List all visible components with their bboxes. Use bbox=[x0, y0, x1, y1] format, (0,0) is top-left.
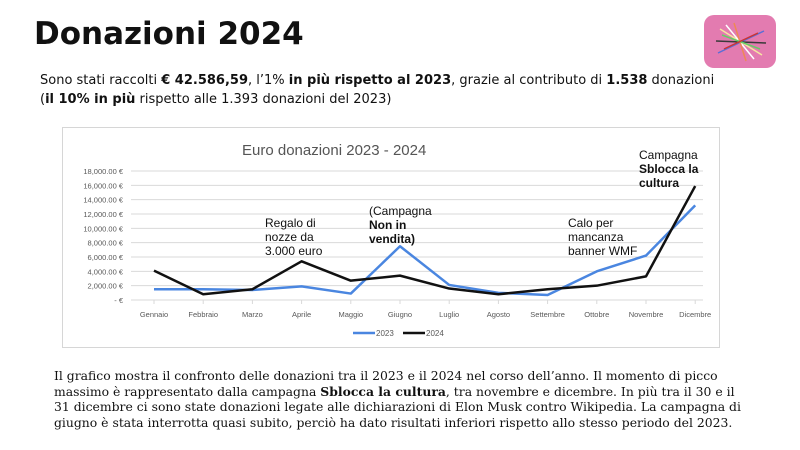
intro-paragraph: Sono stati raccolti € 42.586,59, l’1% in… bbox=[40, 71, 720, 109]
y-tick-label: 12,000.00 € bbox=[83, 210, 123, 219]
legend-label-2023: 2023 bbox=[376, 329, 394, 338]
series-line-2024 bbox=[153, 185, 697, 296]
y-tick-label: 18,000.00 € bbox=[83, 167, 123, 176]
intro-text: , l’1% bbox=[248, 73, 289, 88]
growth-text: in più rispetto al 2023 bbox=[288, 73, 452, 88]
annotation-wmf: Calo per mancanza banner WMF bbox=[568, 216, 637, 258]
mikado-sticks-icon bbox=[715, 22, 767, 62]
intro-text: Sono stati raccolti bbox=[40, 73, 162, 88]
intro-text: donazioni ( bbox=[40, 73, 715, 107]
y-tick-label: 2,000.00 € bbox=[88, 282, 124, 291]
annotation-line: 3.000 euro bbox=[265, 244, 323, 258]
x-tick-label: Luglio bbox=[439, 310, 459, 319]
annotation-line: Calo per bbox=[568, 216, 614, 230]
y-tick-label: - € bbox=[114, 296, 124, 305]
x-tick-label: Dicembre bbox=[679, 310, 711, 319]
x-tick-label: Aprile bbox=[292, 310, 311, 319]
donation-count: 1.538 bbox=[606, 73, 648, 88]
x-tick-label: Febbraio bbox=[188, 310, 218, 319]
campaign-name: Sblocca la cultura bbox=[320, 383, 446, 399]
y-tick-label: 16,000.00 € bbox=[83, 181, 123, 190]
annotation-line: Campagna bbox=[639, 148, 698, 162]
x-tick-label: Marzo bbox=[242, 310, 263, 319]
annotation-line: cultura bbox=[639, 176, 680, 190]
y-tick-label: 8,000.00 € bbox=[88, 239, 124, 248]
x-tick-label: Agosto bbox=[487, 310, 510, 319]
donation-growth: il 10% in più bbox=[45, 92, 136, 107]
annotation-line: mancanza bbox=[568, 230, 624, 244]
annotation-line: banner WMF bbox=[568, 244, 638, 258]
annotation-line: Regalo di bbox=[265, 216, 316, 230]
annotation-december: Campagna Sblocca la cultura bbox=[639, 148, 698, 190]
chart-title: Euro donazioni 2023 - 2024 bbox=[242, 142, 426, 159]
annotation-line: (Campagna bbox=[369, 204, 432, 218]
x-tick-label: Gennaio bbox=[140, 310, 168, 319]
intro-text: rispetto alle 1.393 donazioni del 2023) bbox=[135, 92, 392, 107]
description-text: , tra novembre e dicembre. In più tra il… bbox=[54, 383, 741, 430]
intro-text: , grazie al contributo di bbox=[451, 73, 607, 88]
annotation-june: (Campagna Non in vendita) bbox=[369, 204, 432, 246]
x-tick-label: Settembre bbox=[530, 310, 565, 319]
y-tick-label: 10,000.00 € bbox=[83, 224, 123, 233]
annotation-line: Sblocca la bbox=[639, 162, 699, 176]
y-tick-label: 14,000.00 € bbox=[83, 196, 123, 205]
annotation-line: vendita) bbox=[369, 232, 416, 246]
x-tick-label: Novembre bbox=[629, 310, 664, 319]
total-amount: € 42.586,59 bbox=[161, 73, 249, 88]
annotation-line: Non in bbox=[369, 218, 407, 232]
annotation-wedding: Regalo di nozze da 3.000 euro bbox=[265, 216, 322, 258]
x-tick-label: Ottobre bbox=[584, 310, 609, 319]
x-tick-label: Giugno bbox=[388, 310, 412, 319]
page-title: Donazioni 2024 bbox=[34, 16, 304, 52]
legend-label-2024: 2024 bbox=[426, 329, 444, 338]
y-tick-label: 6,000.00 € bbox=[88, 253, 124, 262]
annotation-line: nozze da bbox=[265, 230, 314, 244]
chart-container: Euro donazioni 2023 - 2024 - € 2,000.00 €… bbox=[62, 127, 720, 348]
x-tick-label: Maggio bbox=[338, 310, 363, 319]
logo-image bbox=[704, 15, 776, 68]
y-tick-label: 4,000.00 € bbox=[88, 267, 124, 276]
line-chart: Euro donazioni 2023 - 2024 - € 2,000.00 €… bbox=[83, 142, 711, 338]
description-paragraph: Il grafico mostra il confronto delle don… bbox=[54, 368, 754, 430]
description-text: Il grafico mostra il confronto delle don… bbox=[54, 368, 718, 399]
